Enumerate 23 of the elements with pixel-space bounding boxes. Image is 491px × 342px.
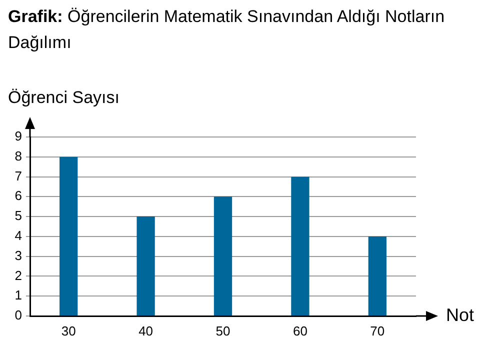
chart-title: Grafik: Öğrencilerin Matematik Sınavından Aldığı Notların Dağılımı: [8, 6, 446, 54]
x-tick-label: 60: [292, 323, 308, 338]
x-tick-label: 50: [216, 323, 230, 338]
y-tick-label: 2: [14, 268, 22, 283]
bar: [60, 156, 78, 316]
y-tick-label: 7: [14, 168, 22, 184]
bar: [136, 216, 155, 316]
x-axis-title: Not: [446, 305, 474, 326]
y-axis-title: Öğrenci Sayısı: [8, 88, 120, 108]
y-tick-label: 5: [14, 208, 22, 224]
bar: [291, 176, 310, 316]
bar: [214, 196, 232, 316]
y-tick-label: 3: [14, 248, 22, 263]
y-tick-label: 0: [14, 308, 22, 323]
x-tick-label: 40: [138, 323, 154, 338]
y-tick-label: 1: [14, 288, 22, 303]
x-tick-label: 30: [61, 323, 76, 338]
x-tick-label: 70: [370, 323, 385, 338]
y-tick-label: 6: [14, 188, 22, 204]
y-tick-label: 4: [14, 228, 22, 244]
y-tick-label: 9: [14, 128, 22, 144]
bar: [368, 236, 386, 316]
y-tick-label: 8: [14, 148, 22, 164]
